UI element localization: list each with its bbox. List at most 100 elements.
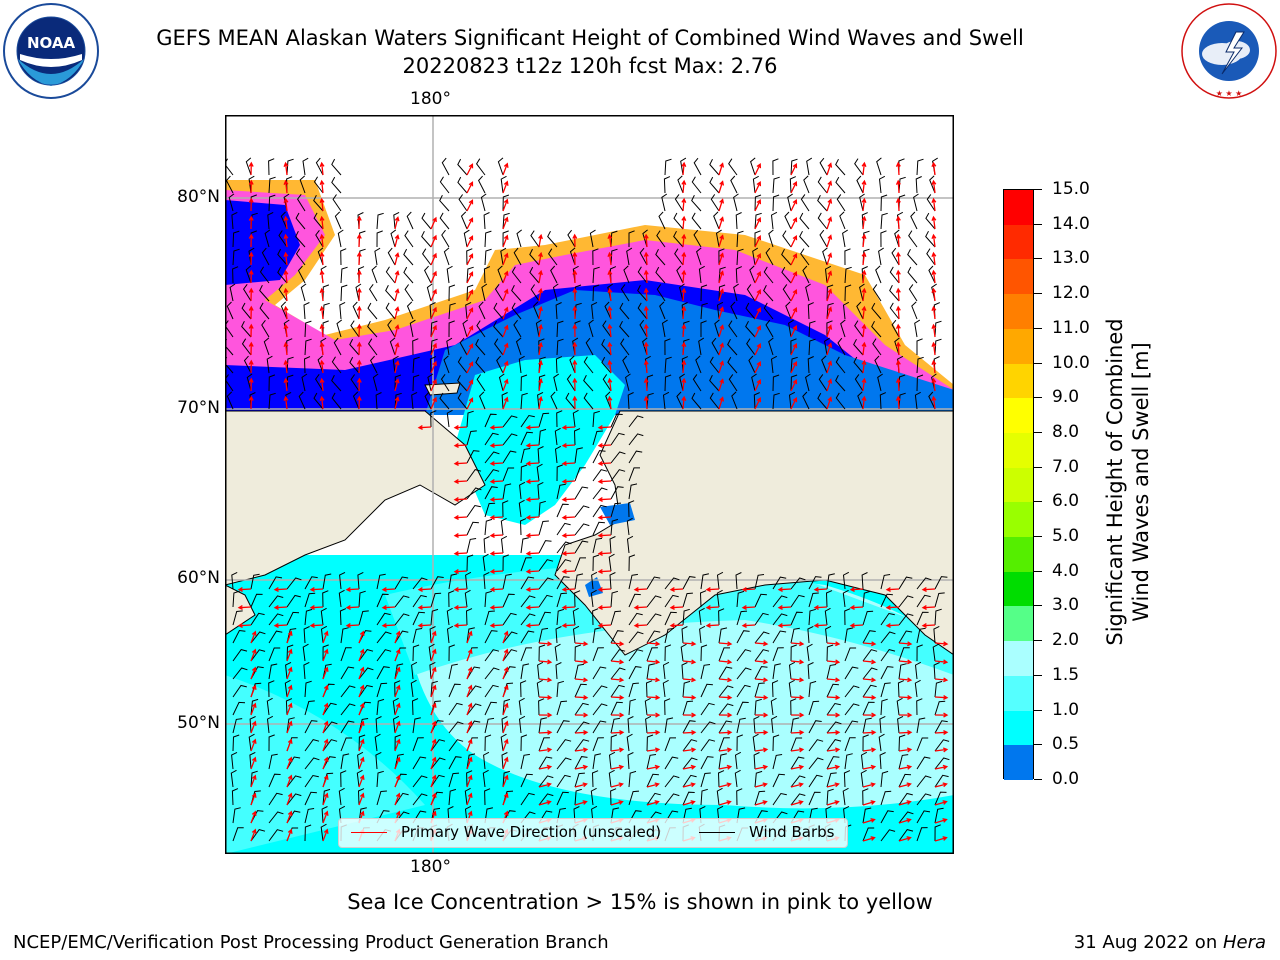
- wave-direction-arrow: [849, 623, 864, 628]
- legend-wave-direction: Primary Wave Direction (unscaled): [351, 823, 661, 841]
- wave-direction-arrow: [607, 287, 613, 302]
- wave-direction-arrow: [561, 461, 576, 466]
- wind-barb: [385, 284, 396, 302]
- wind-barb: [889, 266, 900, 284]
- wind-barb: [556, 576, 570, 590]
- wave-direction-arrow: [826, 288, 833, 302]
- wave-direction-arrow: [633, 587, 648, 592]
- wind-barb: [421, 212, 432, 230]
- wind-barb: [448, 788, 457, 806]
- wind-barb: [556, 700, 568, 716]
- wind-barb: [610, 734, 618, 752]
- wind-barb: [826, 683, 839, 698]
- wind-barb: [268, 158, 275, 176]
- wind-barb: [466, 450, 480, 464]
- wind-barb: [572, 625, 580, 644]
- wind-barb: [856, 301, 864, 320]
- wind-barb: [699, 590, 707, 608]
- wave-direction-arrow: [646, 782, 660, 788]
- colorbar-tick-mark: [1034, 466, 1042, 468]
- wind-barb: [231, 211, 238, 230]
- wind-barb: [538, 520, 549, 536]
- wave-direction-arrow: [705, 587, 720, 592]
- wind-barb: [457, 158, 468, 176]
- wind-barb: [466, 266, 474, 284]
- wind-barb: [518, 499, 525, 518]
- wave-direction-arrow: [849, 587, 864, 592]
- wind-barb: [664, 577, 680, 590]
- wave-direction-arrow: [718, 342, 725, 356]
- wind-barb: [547, 230, 558, 248]
- wind-barb: [664, 627, 674, 644]
- colorbar-cell: [1004, 606, 1033, 642]
- wind-barb: [663, 176, 671, 194]
- wind-barb: [533, 301, 540, 320]
- wind-barb: [714, 319, 720, 338]
- wind-barb: [926, 194, 936, 212]
- wave-direction-arrow: [610, 659, 625, 665]
- wind-barb: [736, 701, 749, 716]
- wave-direction-arrow: [646, 747, 661, 753]
- wind-barb: [466, 504, 481, 518]
- wave-direction-arrow: [358, 684, 365, 698]
- wave-direction-arrow: [681, 215, 687, 230]
- wave-direction-arrow: [430, 270, 437, 284]
- wind-barb: [340, 770, 347, 788]
- wave-direction-arrow: [466, 774, 473, 788]
- wind-barb: [698, 265, 705, 284]
- wave-direction-arrow: [319, 161, 325, 176]
- wind-barb: [664, 793, 680, 806]
- wind-barb: [754, 230, 761, 247]
- wave-direction-arrow: [610, 641, 625, 647]
- wind-barb: [392, 697, 399, 716]
- wave-direction-arrow: [394, 792, 401, 806]
- wind-barb: [673, 230, 684, 248]
- wind-barb: [286, 810, 301, 824]
- wave-direction-arrow: [394, 756, 401, 770]
- wind-barb: [286, 644, 294, 662]
- wave-direction-arrow: [826, 396, 833, 410]
- wind-barb: [700, 702, 715, 716]
- wave-direction-arrow: [394, 324, 400, 338]
- wind-barb: [248, 247, 255, 266]
- wave-direction-arrow: [741, 587, 756, 592]
- wind-barb: [736, 230, 744, 248]
- wave-direction-arrow: [718, 306, 725, 320]
- wave-direction-arrow: [538, 233, 543, 248]
- wind-barb: [592, 430, 603, 446]
- wind-barb: [358, 590, 366, 608]
- wind-barb: [898, 158, 905, 176]
- wave-direction-arrow: [572, 251, 578, 266]
- wind-barb: [537, 446, 544, 464]
- wind-barb: [682, 791, 695, 806]
- wind-barb: [859, 283, 865, 302]
- wave-direction-arrow: [931, 305, 937, 320]
- wave-direction-arrow: [607, 341, 613, 356]
- wind-barb: [484, 486, 498, 500]
- wind-barb: [790, 158, 798, 176]
- wave-direction-arrow: [250, 666, 257, 680]
- wind-barb: [520, 448, 531, 464]
- wind-barb: [303, 626, 310, 644]
- wind-barb: [513, 319, 522, 338]
- wave-direction-arrow: [453, 479, 468, 484]
- wind-barb: [826, 756, 840, 770]
- wind-barb: [772, 194, 780, 212]
- wave-direction-arrow: [430, 306, 437, 320]
- wind-barb: [803, 175, 810, 194]
- wind-barb: [768, 337, 774, 356]
- wind-barb: [772, 374, 780, 392]
- wind-barb: [232, 718, 243, 734]
- wave-direction-arrow: [283, 197, 289, 212]
- wind-barb: [340, 647, 352, 662]
- wind-barb: [808, 320, 816, 338]
- wave-direction-arrow: [489, 461, 504, 466]
- wave-direction-arrow: [895, 179, 901, 194]
- wind-barb: [475, 356, 486, 374]
- wind-barb: [285, 698, 293, 716]
- wave-direction-arrow: [861, 395, 867, 410]
- wind-barb: [267, 211, 274, 230]
- wind-barb: [502, 230, 509, 248]
- wave-direction-arrow: [538, 730, 553, 735]
- wave-direction-arrow: [322, 756, 329, 770]
